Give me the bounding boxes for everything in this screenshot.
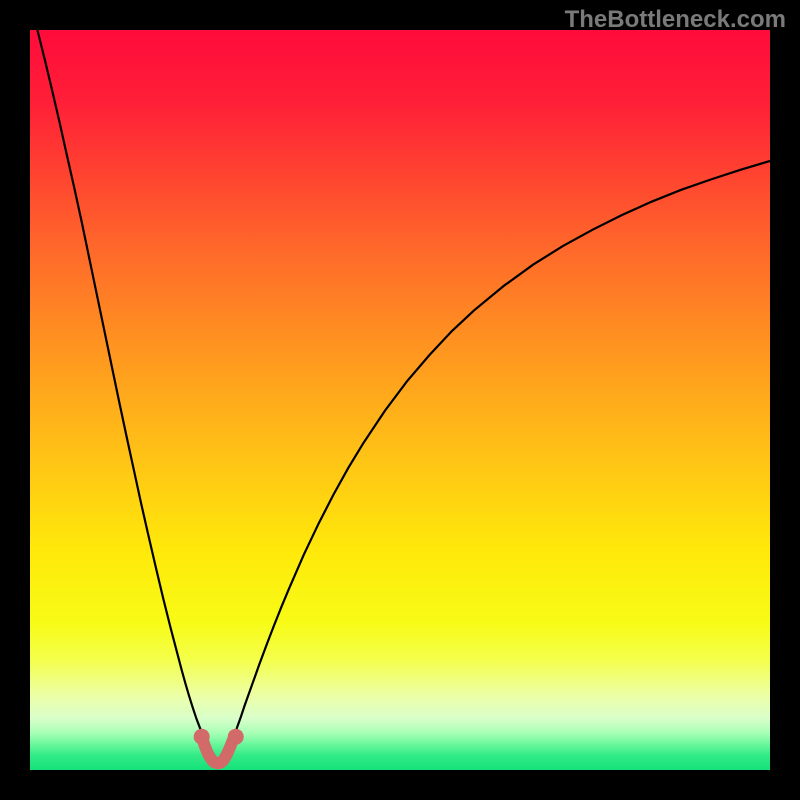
gradient-background <box>30 30 770 770</box>
chart-plot-area <box>30 30 770 770</box>
valley-endcap <box>194 729 210 745</box>
valley-endcap <box>228 729 244 745</box>
chart-svg <box>30 30 770 770</box>
watermark-text: TheBottleneck.com <box>565 6 786 34</box>
